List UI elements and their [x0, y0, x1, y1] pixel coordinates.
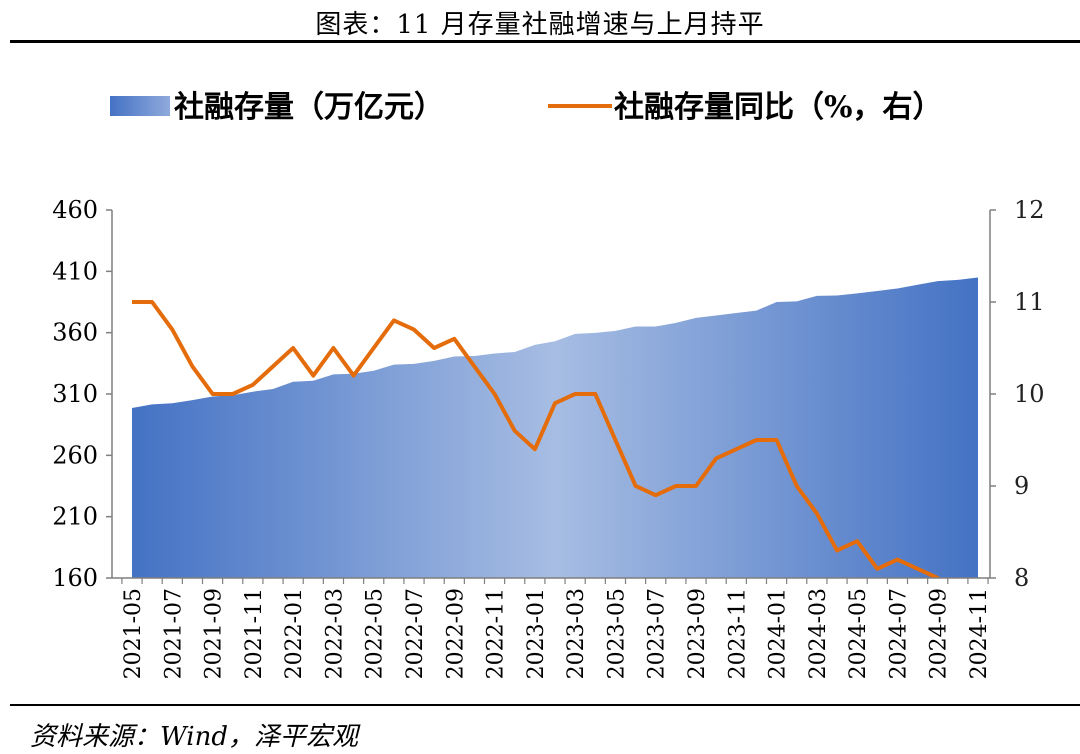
- x-tick-label: 2024-11: [967, 588, 992, 679]
- chart-title: 图表：11 月存量社融增速与上月持平: [315, 10, 765, 40]
- x-tick-label: 2022-07: [403, 588, 428, 679]
- legend-swatch-area: [110, 96, 170, 116]
- left-tick-label: 260: [52, 441, 98, 469]
- x-tick-label: 2022-01: [282, 588, 307, 679]
- left-tick-label: 160: [52, 564, 98, 592]
- x-tick-label: 2022-05: [363, 588, 388, 679]
- x-tick-label: 2024-05: [846, 588, 871, 679]
- left-tick-label: 460: [52, 196, 98, 224]
- x-tick-label: 2023-01: [524, 588, 549, 679]
- source-note: 资料来源：Wind，泽平宏观: [30, 722, 358, 752]
- x-tick-label: 2023-09: [685, 588, 710, 679]
- x-tick-label: 2022-09: [443, 588, 468, 679]
- x-tick-label: 2021-09: [202, 588, 227, 679]
- plot-area: 160 210 260 310 360 410 460 8 9 10 11 12 2021-05 2021…: [52, 196, 1044, 679]
- left-tick-label: 210: [52, 503, 98, 531]
- x-tick-label: 2023-03: [564, 588, 589, 679]
- legend-label-line: 社融存量同比（%，右）: [614, 90, 943, 125]
- x-tick-label: 2022-11: [484, 588, 509, 679]
- legend-label-area: 社融存量（万亿元）: [174, 90, 444, 125]
- x-tick-label: 2021-07: [161, 588, 186, 679]
- x-tick-label: 2023-05: [604, 588, 629, 679]
- line-series-yoy: [132, 300, 941, 578]
- right-tick-label: 9: [1014, 472, 1029, 500]
- x-tick-label: 2023-07: [645, 588, 670, 679]
- right-tick-label: 8: [1014, 564, 1029, 592]
- title-rule: [10, 40, 1080, 43]
- area-series-stock: [132, 277, 978, 578]
- source-rule: [10, 704, 1080, 706]
- right-tick-label: 10: [1014, 380, 1045, 408]
- left-tick-label: 410: [52, 257, 98, 285]
- x-tick-label: 2024-01: [766, 588, 791, 679]
- right-tick-label: 11: [1014, 288, 1045, 316]
- x-tick-label: 2023-11: [725, 588, 750, 679]
- x-tick-label: 2021-05: [121, 588, 146, 679]
- left-tick-label: 360: [52, 319, 98, 347]
- x-tick-label: 2022-03: [322, 588, 347, 679]
- x-tick-label: 2024-07: [886, 588, 911, 679]
- legend: 社融存量（万亿元） 社融存量同比（%，右）: [110, 90, 943, 125]
- x-tick-label: 2021-11: [242, 588, 267, 679]
- x-tick-label: 2024-09: [927, 588, 952, 679]
- right-tick-label: 12: [1014, 196, 1045, 224]
- left-tick-label: 310: [52, 380, 98, 408]
- x-tick-label: 2024-03: [806, 588, 831, 679]
